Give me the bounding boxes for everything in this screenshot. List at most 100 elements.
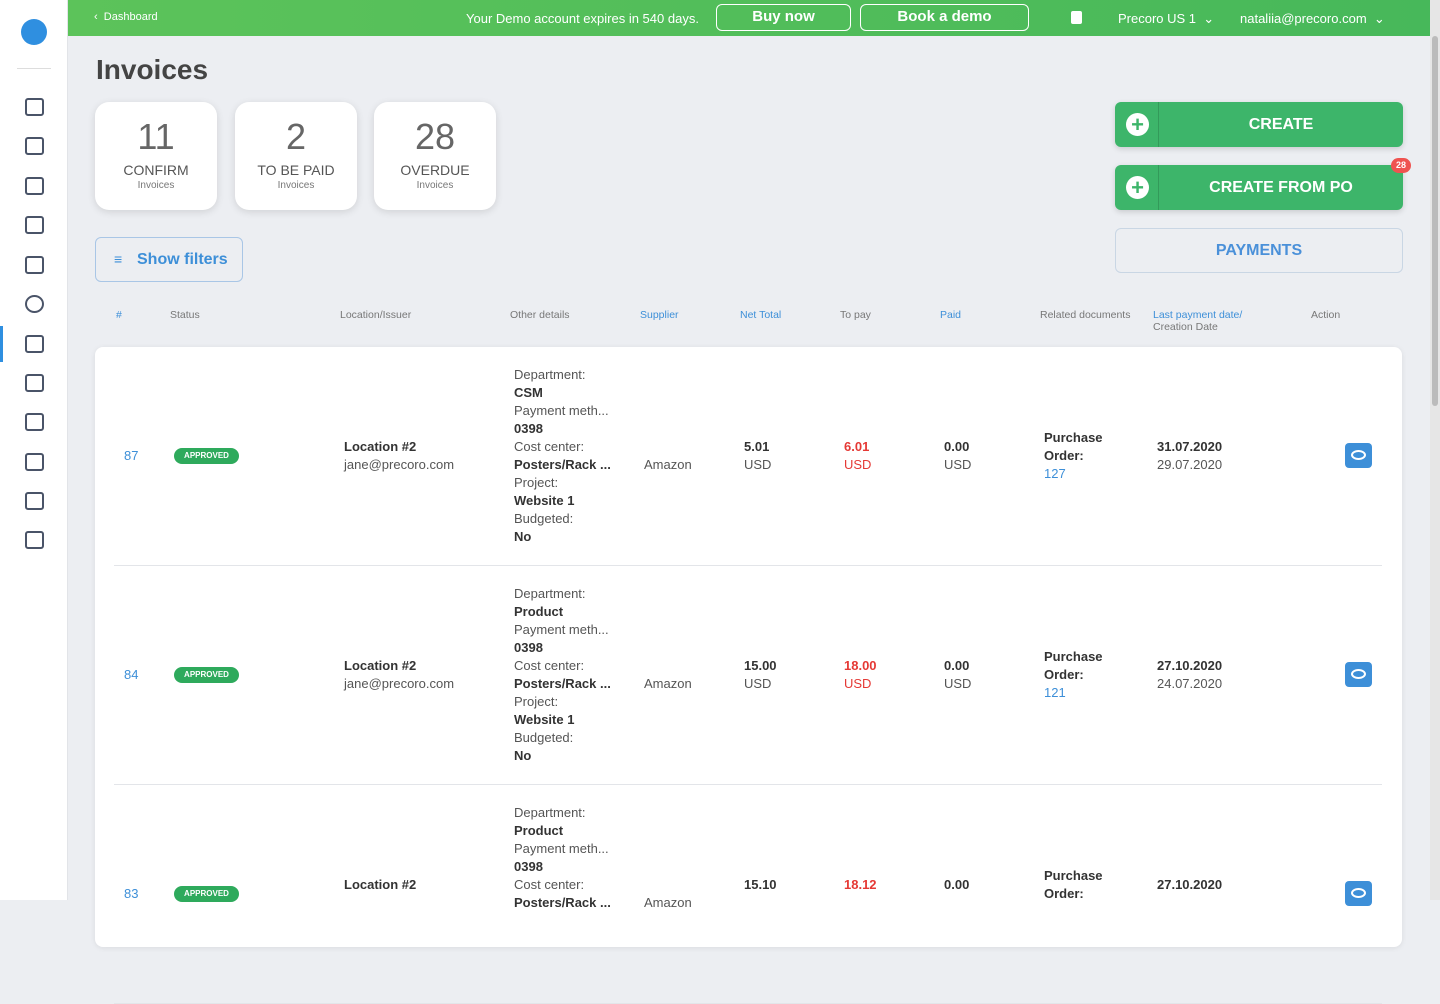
nav-icon[interactable] <box>25 98 44 116</box>
related-number: 121 <box>1044 685 1066 700</box>
detail-label: Payment meth... <box>514 841 609 856</box>
filters-button[interactable]: ≡ Show filters <box>95 237 243 282</box>
book-icon[interactable] <box>1071 11 1082 24</box>
location: Location #2 <box>344 439 417 454</box>
detail-label: Department: <box>514 586 586 601</box>
invoice-id: 83 <box>124 886 139 901</box>
create-from-po-button[interactable]: + CREATE FROM PO 28 <box>1115 158 1411 210</box>
create-button[interactable]: + CREATE <box>1115 102 1403 147</box>
row-divider <box>114 784 1382 785</box>
detail-label: Cost center: <box>514 877 585 892</box>
column-header[interactable]: Supplier <box>640 309 679 321</box>
filters-label[interactable]: Show filters <box>137 251 228 268</box>
payments-button[interactable]: PAYMENTS <box>1115 228 1403 273</box>
column-header[interactable]: Paid <box>940 309 962 321</box>
create-label[interactable]: CREATE <box>1248 116 1314 133</box>
nav-icon[interactable] <box>25 413 44 431</box>
company-select[interactable]: Precoro US 1 ⌄ <box>1118 11 1215 26</box>
detail-value: Product <box>514 604 564 619</box>
detail-value: No <box>514 529 532 544</box>
related-label: Purchase Order: <box>1044 430 1103 463</box>
detail-label: Payment meth... <box>514 622 609 637</box>
create-from-po-label[interactable]: CREATE FROM PO <box>1209 179 1353 196</box>
back-link[interactable]: ‹ Dashboard <box>94 11 158 23</box>
stat-sub: Invoices <box>416 180 454 191</box>
detail-value: Website 1 <box>514 712 575 727</box>
net-total: 15.10 <box>744 877 777 892</box>
nav-icon[interactable] <box>25 374 44 392</box>
column-header[interactable]: Net Total <box>740 309 782 321</box>
column-header: Status <box>170 309 200 321</box>
stat-label: CONFIRM <box>123 162 189 178</box>
detail-label: Project: <box>514 475 559 490</box>
detail-value: No <box>514 748 532 763</box>
nav-icon[interactable] <box>25 137 44 155</box>
view-button[interactable] <box>1345 662 1372 687</box>
nav-icon[interactable] <box>25 177 44 195</box>
supplier: Amazon <box>644 895 692 910</box>
nav-icon[interactable] <box>25 335 44 353</box>
back-text[interactable]: Dashboard <box>103 11 158 23</box>
column-header[interactable]: # <box>116 309 122 321</box>
status-badge: APPROVED <box>174 448 239 464</box>
column-header: Location/Issuer <box>340 309 412 321</box>
status-badge: APPROVED <box>174 667 239 683</box>
buy-button[interactable]: Buy now <box>716 4 851 31</box>
user[interactable]: nataliia@precoro.com <box>1240 11 1367 26</box>
active-marker <box>0 326 3 362</box>
badge: 28 <box>1391 158 1411 173</box>
demo-notice: Your Demo account expires in 540 days. <box>466 11 699 26</box>
view-button[interactable] <box>1345 443 1372 468</box>
invoice-id: 84 <box>124 667 139 682</box>
to-pay: 6.01 <box>844 439 870 454</box>
nav-icon[interactable] <box>25 531 44 549</box>
detail-value: Posters/Rack ... <box>514 457 611 472</box>
detail-label: Department: <box>514 367 586 382</box>
last-payment-date: 31.07.2020 <box>1157 439 1223 454</box>
stat-count: 11 <box>137 116 175 157</box>
stat-count: 28 <box>414 116 456 157</box>
stat-card[interactable]: 11 CONFIRM Invoices <box>95 102 217 210</box>
invoice-id: 87 <box>124 448 139 463</box>
column-header: Other details <box>510 309 570 321</box>
detail-value: Website 1 <box>514 493 575 508</box>
page-title: Invoices <box>96 54 209 85</box>
stat-card[interactable]: 2 TO BE PAID Invoices <box>235 102 357 210</box>
detail-value: Product <box>514 823 564 838</box>
location: Location #2 <box>344 877 417 892</box>
column-header-sub: Creation Date <box>1153 321 1218 333</box>
net-currency: USD <box>744 457 772 472</box>
detail-value: 0398 <box>514 421 543 436</box>
user-select[interactable]: nataliia@precoro.com ⌄ <box>1240 11 1385 26</box>
status-badge: APPROVED <box>174 886 239 902</box>
supplier: Amazon <box>644 457 692 472</box>
stat-card[interactable]: 28 OVERDUE Invoices <box>374 102 496 210</box>
view-button[interactable] <box>1345 881 1372 906</box>
creation-date: 29.07.2020 <box>1157 457 1223 472</box>
nav-icon[interactable] <box>25 492 44 510</box>
column-header[interactable]: Last payment date/ <box>1153 309 1243 321</box>
paid: 0.00 <box>944 658 970 673</box>
detail-value: CSM <box>514 385 543 400</box>
stat-sub: Invoices <box>277 180 315 191</box>
to-pay: 18.00 <box>844 658 877 673</box>
nav-icon[interactable] <box>25 216 44 234</box>
logo[interactable] <box>21 19 47 45</box>
column-header: Action <box>1311 309 1341 321</box>
stat-label: TO BE PAID <box>257 162 335 178</box>
divider <box>17 68 51 69</box>
column-header: Related documents <box>1040 309 1131 321</box>
location: Location #2 <box>344 658 417 673</box>
detail-label: Cost center: <box>514 658 585 673</box>
demo-button[interactable]: Book a demo <box>860 4 1029 31</box>
to-pay: 18.12 <box>844 877 877 892</box>
nav-icon[interactable] <box>25 256 44 274</box>
nav-icon[interactable] <box>25 295 44 313</box>
scrollbar[interactable] <box>1430 0 1440 900</box>
net-total: 15.00 <box>744 658 777 673</box>
related-label: Purchase Order: <box>1044 868 1103 901</box>
detail-label: Cost center: <box>514 439 585 454</box>
scroll-thumb[interactable] <box>1432 36 1438 406</box>
company[interactable]: Precoro US 1 <box>1118 11 1197 26</box>
nav-icon[interactable] <box>25 453 44 471</box>
